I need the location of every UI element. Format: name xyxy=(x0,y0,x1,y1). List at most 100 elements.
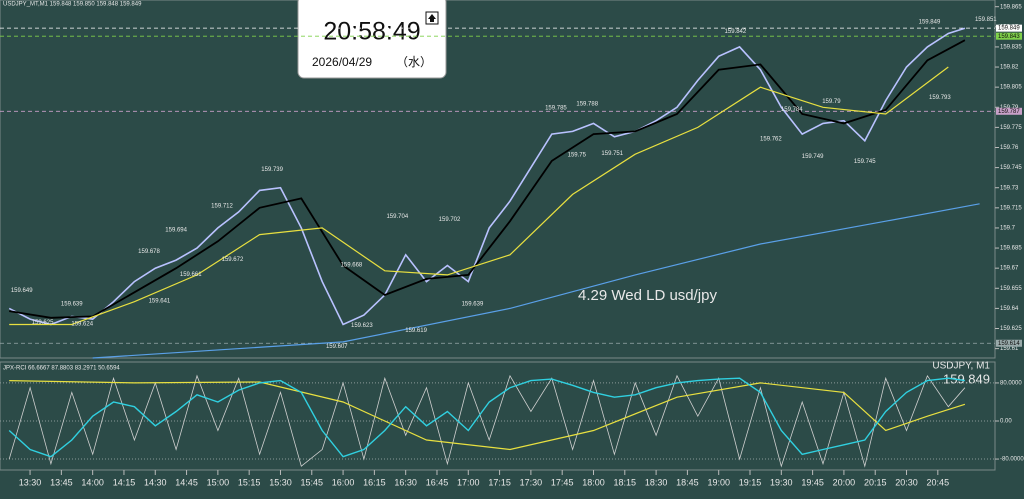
x-tick-label: 13:45 xyxy=(50,477,73,487)
price-tag xyxy=(996,24,1022,32)
price-label: 159.788 xyxy=(576,102,598,108)
price-label: 159.639 xyxy=(61,301,83,307)
y-tick-label: 159.715 xyxy=(1000,205,1022,211)
price-tag xyxy=(996,339,1022,347)
price-tag-label: 159.849 xyxy=(998,26,1020,32)
price-label: 159.785 xyxy=(545,106,567,112)
price-label: 159.751 xyxy=(601,151,623,157)
x-tick-label: 20:30 xyxy=(895,477,918,487)
price-label: 159.739 xyxy=(261,167,283,173)
x-tick-label: 13:30 xyxy=(19,477,42,487)
price-label: 159.762 xyxy=(760,136,782,142)
x-tick-label: 19:15 xyxy=(739,477,762,487)
clock-widget: 20:58:49 2026/04/29 （水） xyxy=(297,0,447,79)
x-tick-label: 20:00 xyxy=(833,477,856,487)
y-tick-label: 159.7 xyxy=(1000,226,1016,232)
price-label: 159.793 xyxy=(929,95,951,101)
price-tag-label: 159.787 xyxy=(998,109,1020,115)
price-label: 159.694 xyxy=(165,228,187,234)
price-label: 159.649 xyxy=(11,288,33,294)
y-tick-label: 159.805 xyxy=(1000,85,1022,91)
series-line xyxy=(8,374,966,468)
y-tick-label: 159.745 xyxy=(1000,165,1022,171)
x-tick-label: 15:30 xyxy=(269,477,292,487)
price-label: 159.784 xyxy=(781,107,803,113)
y-tick-label: 80.0000 xyxy=(1000,381,1022,387)
x-tick-label: 18:00 xyxy=(582,477,605,487)
x-tick-label: 17:30 xyxy=(520,477,543,487)
price-label: 159.745 xyxy=(854,159,876,165)
y-tick-label: 159.625 xyxy=(1000,326,1022,332)
price-label: 159.672 xyxy=(222,257,244,263)
x-tick-label: 14:15 xyxy=(113,477,136,487)
x-tick-label: 14:30 xyxy=(144,477,167,487)
x-tick-label: 17:00 xyxy=(457,477,480,487)
y-tick-label: 159.73 xyxy=(1000,185,1019,191)
x-tick-label: 20:15 xyxy=(864,477,887,487)
price-label: 159.678 xyxy=(138,249,160,255)
price-label: 159.704 xyxy=(386,214,408,220)
x-tick-label: 16:15 xyxy=(363,477,386,487)
series-line xyxy=(8,377,966,458)
symbol: USDJPY, M1 xyxy=(932,361,990,372)
y-tick-label: -80.0000 xyxy=(1000,457,1024,463)
price-tag xyxy=(996,107,1022,115)
y-tick-label: 159.67 xyxy=(1000,266,1019,272)
price-label: 159.661 xyxy=(180,272,202,278)
x-tick-label: 18:30 xyxy=(645,477,668,487)
price-label: 159.79 xyxy=(822,99,841,105)
y-tick-label: 159.685 xyxy=(1000,246,1022,252)
price-label: 159.641 xyxy=(149,299,171,305)
x-tick-label: 17:45 xyxy=(551,477,574,487)
price-label: 159.624 xyxy=(71,321,93,327)
x-tick-label: 20:45 xyxy=(927,477,950,487)
series-line xyxy=(92,203,980,359)
price-label: 159.749 xyxy=(802,154,824,160)
pin-button[interactable] xyxy=(425,11,439,25)
x-tick-label: 16:30 xyxy=(394,477,417,487)
y-tick-label: 159.865 xyxy=(1000,4,1022,10)
price-label: 159.75 xyxy=(568,152,587,158)
clock-time: 20:58:49 xyxy=(323,18,420,46)
series-line xyxy=(9,39,966,319)
y-tick-label: 159.61 xyxy=(1000,346,1019,352)
series-line xyxy=(9,66,949,326)
x-tick-label: 15:00 xyxy=(207,477,230,487)
price-label: 159.842 xyxy=(725,29,747,35)
x-tick-label: 18:45 xyxy=(676,477,699,487)
series-line xyxy=(8,27,966,326)
series-line xyxy=(9,380,966,451)
price-tag-label: 159.843 xyxy=(998,34,1020,40)
price-label: 159.607 xyxy=(326,344,348,350)
price-label: 159.619 xyxy=(405,328,427,334)
x-tick-label: 16:00 xyxy=(332,477,355,487)
price-label: 159.668 xyxy=(341,262,363,268)
x-tick-label: 14:45 xyxy=(175,477,198,487)
price-label: 159.702 xyxy=(439,217,461,223)
x-tick-label: 19:00 xyxy=(707,477,730,487)
clock-date: 2026/04/29 xyxy=(312,55,372,69)
x-tick-label: 17:15 xyxy=(488,477,511,487)
x-tick-label: 18:15 xyxy=(614,477,637,487)
y-tick-label: 159.76 xyxy=(1000,145,1019,151)
price-tag xyxy=(996,32,1022,40)
clock-weekday: （水） xyxy=(396,55,432,69)
price-tag-label: 159.614 xyxy=(998,341,1020,347)
y-tick-label: 159.64 xyxy=(1000,306,1019,312)
x-tick-label: 19:45 xyxy=(801,477,824,487)
price-label: 159.849 xyxy=(919,20,941,26)
y-tick-label: 159.82 xyxy=(1000,65,1019,71)
main-title: USDJPY_MT,M1 159.848 159.850 159.848 159… xyxy=(3,2,142,8)
y-tick-label: 0.00 xyxy=(1000,419,1012,425)
x-tick-label: 15:15 xyxy=(238,477,261,487)
x-tick-label: 19:30 xyxy=(770,477,793,487)
x-tick-label: 15:45 xyxy=(301,477,324,487)
clock-box xyxy=(297,0,447,79)
y-tick-label: 159.835 xyxy=(1000,45,1022,51)
price-label: 159.623 xyxy=(351,323,373,329)
x-tick-label: 14:00 xyxy=(81,477,104,487)
price-label: 159.712 xyxy=(211,203,233,209)
price-label: 159.851 xyxy=(975,17,997,23)
x-tick-label: 16:45 xyxy=(426,477,449,487)
